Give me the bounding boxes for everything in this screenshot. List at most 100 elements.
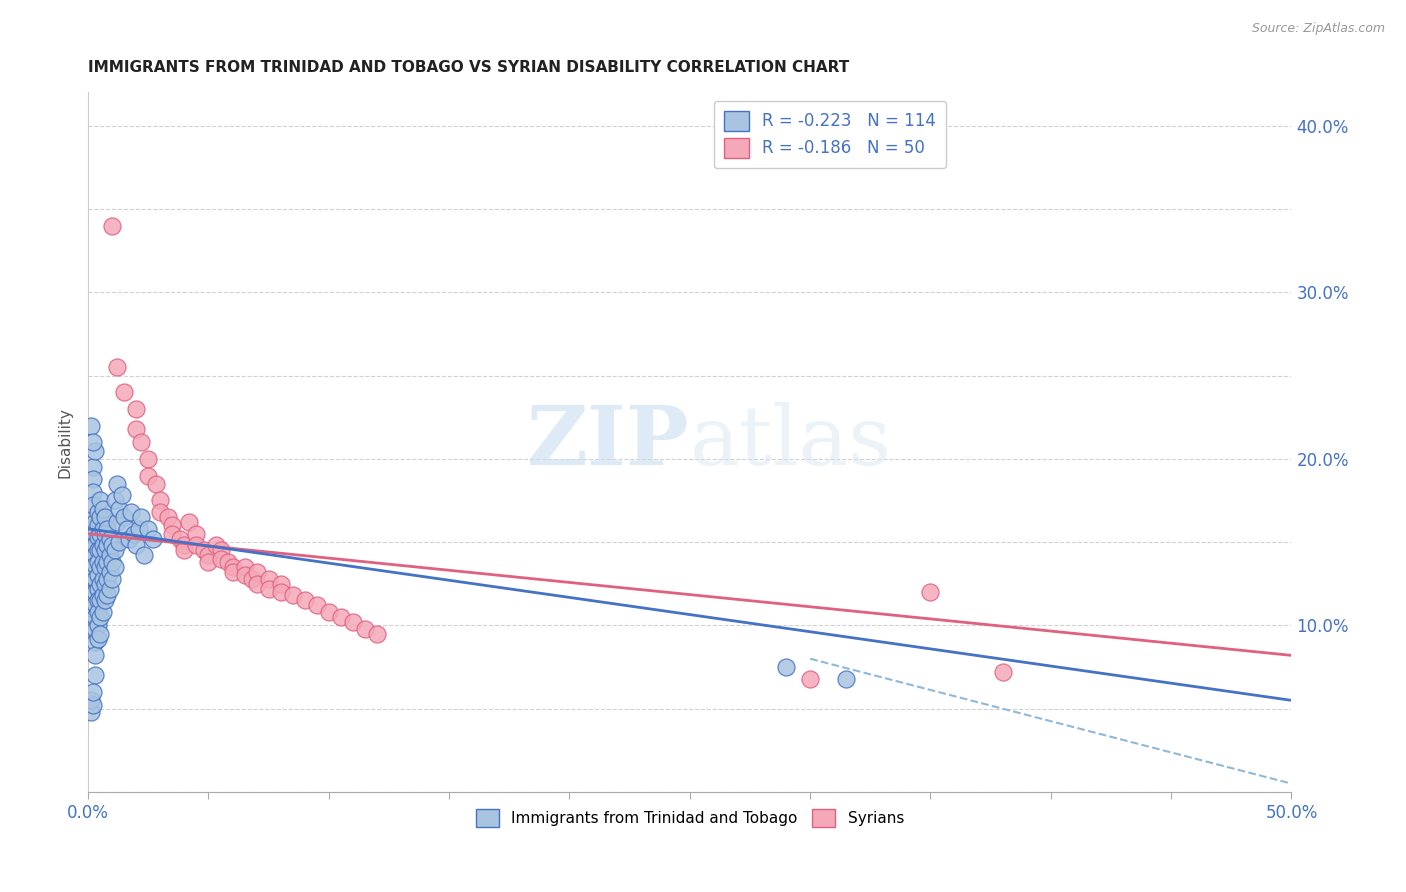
Point: [257, 582, 280, 596]
Point: [79, 518, 101, 533]
Point: [82, 543, 104, 558]
Point: [87, 593, 110, 607]
Point: [318, 605, 340, 619]
Point: [94, 543, 117, 558]
Point: [82, 435, 104, 450]
Point: [305, 599, 328, 613]
Point: [87, 618, 110, 632]
Point: [162, 518, 184, 533]
Text: atlas: atlas: [690, 402, 891, 483]
Point: [87, 530, 110, 544]
Point: [91, 522, 114, 536]
Point: [354, 622, 377, 636]
Point: [82, 522, 104, 536]
Point: [186, 539, 208, 553]
Point: [79, 418, 101, 433]
Point: [79, 693, 101, 707]
Point: [94, 526, 117, 541]
Point: [281, 589, 304, 603]
Point: [329, 610, 352, 624]
Point: [98, 582, 121, 596]
Point: [105, 360, 128, 375]
Point: [240, 572, 263, 586]
Point: [79, 582, 101, 596]
Point: [87, 543, 110, 558]
Point: [186, 526, 208, 541]
Point: [173, 543, 195, 558]
Point: [84, 585, 107, 599]
Point: [96, 515, 118, 529]
Point: [79, 614, 101, 628]
Point: [101, 572, 124, 586]
Point: [84, 549, 107, 563]
Point: [79, 539, 101, 553]
Point: [193, 543, 215, 558]
Point: [142, 532, 165, 546]
Point: [79, 526, 101, 541]
Point: [82, 593, 104, 607]
Point: [89, 543, 111, 558]
Point: [179, 515, 201, 529]
Point: [82, 472, 104, 486]
Point: [104, 543, 127, 558]
Point: [125, 401, 148, 416]
Point: [89, 526, 111, 541]
Point: [221, 560, 243, 574]
Point: [82, 685, 104, 699]
Point: [82, 576, 104, 591]
Point: [79, 622, 101, 636]
Point: [87, 555, 110, 569]
Point: [105, 515, 128, 529]
Point: [91, 589, 114, 603]
Point: [233, 568, 256, 582]
Point: [84, 443, 107, 458]
Point: [87, 505, 110, 519]
Point: [149, 505, 172, 519]
Point: [89, 610, 111, 624]
Point: [79, 555, 101, 569]
Point: [82, 601, 104, 615]
Point: [129, 510, 152, 524]
Point: [125, 539, 148, 553]
Point: [84, 622, 107, 636]
Point: [775, 660, 797, 674]
Point: [89, 560, 111, 574]
Point: [145, 476, 167, 491]
Point: [799, 672, 821, 686]
Point: [79, 705, 101, 719]
Point: [169, 532, 191, 546]
Point: [125, 422, 148, 436]
Point: [87, 582, 110, 596]
Point: [96, 555, 118, 569]
Point: [105, 476, 128, 491]
Point: [209, 551, 232, 566]
Point: [79, 543, 101, 558]
Point: [173, 539, 195, 553]
Point: [84, 539, 107, 553]
Point: [94, 576, 117, 591]
Point: [94, 593, 117, 607]
Text: ZIP: ZIP: [527, 402, 690, 483]
Point: [79, 572, 101, 586]
Point: [82, 551, 104, 566]
Point: [98, 532, 121, 546]
Point: [79, 564, 101, 578]
Point: [84, 610, 107, 624]
Point: [79, 510, 101, 524]
Point: [156, 510, 179, 524]
Point: [87, 518, 110, 533]
Point: [94, 510, 117, 524]
Point: [101, 555, 124, 569]
Point: [96, 572, 118, 586]
Point: [136, 468, 159, 483]
Point: [149, 493, 172, 508]
Point: [79, 599, 101, 613]
Point: [294, 593, 316, 607]
Y-axis label: Disability: Disability: [58, 407, 72, 477]
Point: [246, 576, 269, 591]
Point: [204, 539, 226, 553]
Point: [108, 535, 131, 549]
Point: [991, 665, 1014, 679]
Text: IMMIGRANTS FROM TRINIDAD AND TOBAGO VS SYRIAN DISABILITY CORRELATION CHART: IMMIGRANTS FROM TRINIDAD AND TOBAGO VS S…: [89, 60, 849, 75]
Point: [84, 668, 107, 682]
